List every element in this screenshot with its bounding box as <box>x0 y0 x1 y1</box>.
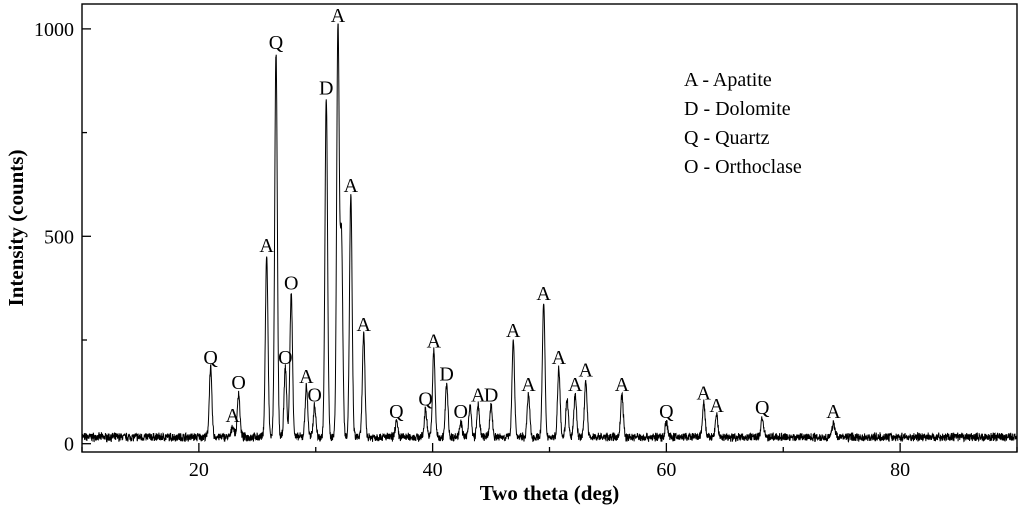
y-axis: 0 500 1000 <box>34 19 91 456</box>
peak-label: A <box>568 374 583 396</box>
y-tick-label: 1000 <box>34 19 74 41</box>
plot-area <box>81 3 1018 453</box>
peak-label: A <box>552 347 567 369</box>
peak-label: Q <box>659 401 674 423</box>
peak-label: A <box>506 320 521 342</box>
y-axis-title: Intensity (counts) <box>4 150 28 307</box>
peak-label: A <box>615 374 630 396</box>
peak-label: O <box>231 372 245 394</box>
x-axis: 20 40 60 80 <box>81 443 1018 481</box>
peak-label: O <box>284 272 298 294</box>
legend: A - Apatite D - Dolomite Q - Quartz O - Ort… <box>684 69 802 178</box>
peak-label: D <box>484 384 498 406</box>
peak-label: O <box>453 401 467 423</box>
legend-entry: O - Orthoclase <box>684 156 802 178</box>
peak-label: Q <box>755 397 770 419</box>
peak-label: A <box>521 374 536 396</box>
legend-entry: A - Apatite <box>684 69 772 91</box>
x-axis-title: Two theta (deg) <box>480 481 620 505</box>
peak-label: A <box>356 314 371 336</box>
x-tick-label: 20 <box>189 459 209 481</box>
peak-label: A <box>826 401 841 423</box>
peak-label: O <box>278 347 292 369</box>
peak-label: A <box>344 175 359 197</box>
plot-frame <box>81 3 1018 453</box>
peak-label: A <box>579 360 594 382</box>
peak-label: A <box>259 235 274 257</box>
peak-label: A <box>536 283 551 305</box>
peak-label: A <box>697 382 712 404</box>
peak-label: A <box>427 331 442 353</box>
y-tick-label: 0 <box>64 434 74 456</box>
x-tick-label: 40 <box>423 459 443 481</box>
x-tick-label: 80 <box>890 459 910 481</box>
peak-label: Q <box>389 401 404 423</box>
peak-label: Q <box>269 32 284 54</box>
peak-label: O <box>307 384 321 406</box>
peak-label: A <box>226 405 241 427</box>
peak-label: A <box>709 395 724 417</box>
peak-label: D <box>319 77 333 99</box>
peak-label: A <box>471 384 486 406</box>
peak-label: A <box>331 5 346 27</box>
x-tick-label: 60 <box>656 459 676 481</box>
peak-label: Q <box>203 347 218 369</box>
peak-label: Q <box>418 389 433 411</box>
peak-label: A <box>299 366 314 388</box>
legend-entry: D - Dolomite <box>684 98 791 120</box>
legend-entry: Q - Quartz <box>684 127 770 149</box>
diffraction-trace <box>81 23 1018 443</box>
peak-label: D <box>439 364 453 386</box>
y-tick-label: 500 <box>44 226 74 248</box>
